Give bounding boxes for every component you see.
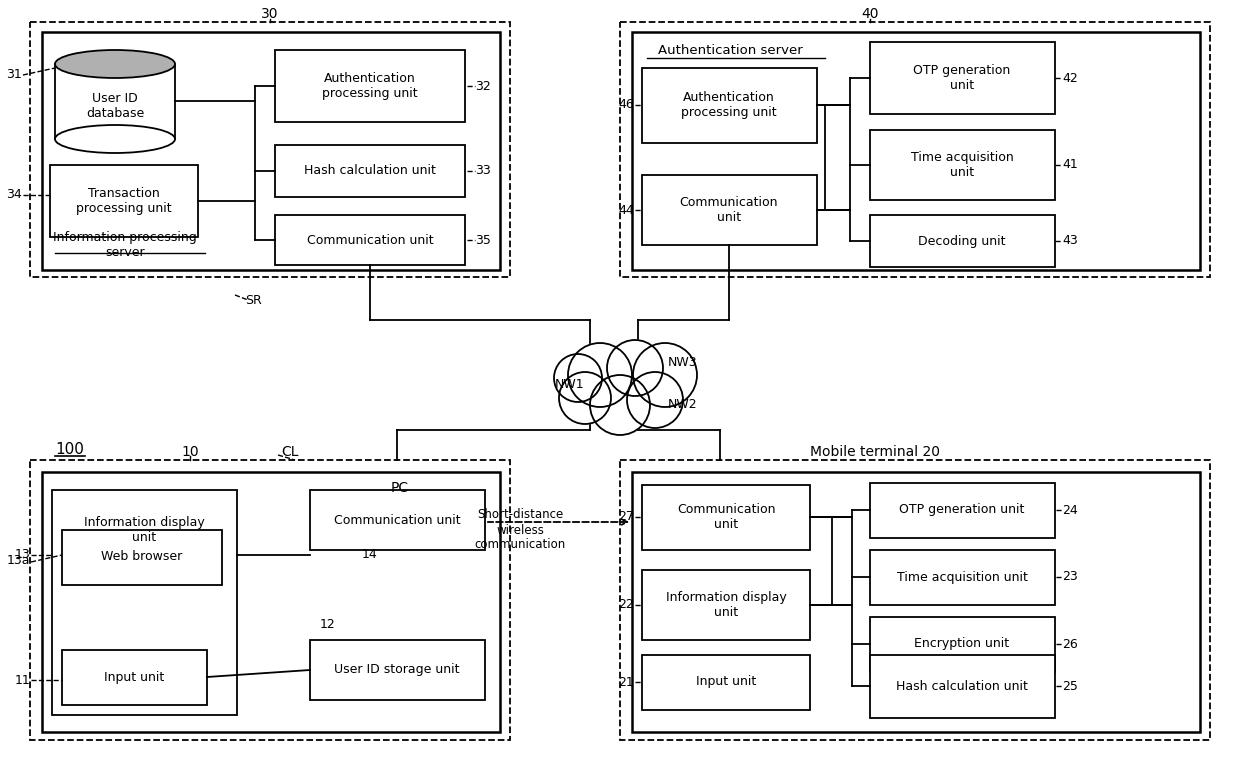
Text: Time acquisition
unit: Time acquisition unit <box>910 151 1013 179</box>
Bar <box>642 655 810 710</box>
Text: OTP generation
unit: OTP generation unit <box>914 64 1011 92</box>
Bar <box>30 460 510 740</box>
Circle shape <box>559 372 611 424</box>
Text: Time acquisition unit: Time acquisition unit <box>897 571 1028 584</box>
Ellipse shape <box>55 50 175 78</box>
Bar <box>632 472 1200 732</box>
Ellipse shape <box>55 125 175 153</box>
Bar <box>870 655 1055 718</box>
Text: 14: 14 <box>362 549 378 562</box>
Text: Hash calculation unit: Hash calculation unit <box>897 680 1028 693</box>
Bar <box>632 32 1200 270</box>
Text: 42: 42 <box>1061 72 1078 84</box>
Bar <box>642 570 810 640</box>
Bar <box>870 617 1055 672</box>
Bar <box>50 165 198 237</box>
Text: Decoding unit: Decoding unit <box>919 234 1006 247</box>
Circle shape <box>608 340 663 396</box>
Text: 43: 43 <box>1061 234 1078 247</box>
Circle shape <box>554 354 601 402</box>
Text: Input unit: Input unit <box>104 670 164 683</box>
Bar <box>42 32 500 270</box>
Text: Web browser: Web browser <box>102 550 182 563</box>
Text: SR: SR <box>246 294 262 307</box>
Text: 22: 22 <box>619 598 634 612</box>
Text: Short-distance
wireless
communication: Short-distance wireless communication <box>475 508 565 552</box>
Bar <box>62 650 207 705</box>
Text: OTP generation unit: OTP generation unit <box>899 504 1024 517</box>
Bar <box>30 22 510 277</box>
Bar <box>275 215 465 265</box>
Bar <box>870 483 1055 538</box>
Circle shape <box>632 343 697 407</box>
Bar <box>870 215 1055 267</box>
Bar <box>642 485 810 550</box>
Text: 13: 13 <box>14 549 30 562</box>
Text: 30: 30 <box>262 7 279 21</box>
Text: Mobile terminal 20: Mobile terminal 20 <box>810 445 940 459</box>
Bar <box>42 472 500 732</box>
Text: NW1: NW1 <box>556 378 584 391</box>
Bar <box>52 490 237 715</box>
Text: 27: 27 <box>618 511 634 524</box>
Circle shape <box>568 343 632 407</box>
Text: Encryption unit: Encryption unit <box>914 638 1009 651</box>
Text: 34: 34 <box>6 189 22 202</box>
Bar <box>870 550 1055 605</box>
Text: 100: 100 <box>55 442 84 457</box>
Bar <box>642 175 817 245</box>
Text: 41: 41 <box>1061 158 1078 171</box>
Text: 32: 32 <box>475 79 491 93</box>
Bar <box>310 640 485 700</box>
Text: NW2: NW2 <box>668 399 698 412</box>
Text: Information display
unit: Information display unit <box>83 516 205 544</box>
Bar <box>310 490 485 550</box>
Text: NW3: NW3 <box>668 355 698 368</box>
Text: Communication
unit: Communication unit <box>677 503 775 531</box>
Text: 26: 26 <box>1061 638 1078 651</box>
Text: 40: 40 <box>862 7 879 21</box>
Text: User ID
database: User ID database <box>86 92 144 120</box>
Text: 12: 12 <box>320 619 336 632</box>
Text: 33: 33 <box>475 164 491 177</box>
Text: Communication
unit: Communication unit <box>680 196 779 224</box>
Text: 23: 23 <box>1061 571 1078 584</box>
Text: 46: 46 <box>619 98 634 112</box>
Bar <box>642 68 817 143</box>
Text: Input unit: Input unit <box>696 676 756 689</box>
Bar <box>870 42 1055 114</box>
Bar <box>275 50 465 122</box>
Text: 44: 44 <box>619 203 634 216</box>
Text: User ID storage unit: User ID storage unit <box>335 664 460 677</box>
Bar <box>275 145 465 197</box>
Bar <box>55 64 175 139</box>
Text: 35: 35 <box>475 234 491 247</box>
Text: 31: 31 <box>6 68 22 81</box>
Text: Authentication server: Authentication server <box>657 43 802 56</box>
Bar <box>62 530 222 585</box>
Bar <box>620 22 1210 277</box>
Text: PC: PC <box>391 481 409 495</box>
Text: 25: 25 <box>1061 680 1078 693</box>
Text: 13a: 13a <box>6 553 30 566</box>
Text: Authentication
processing unit: Authentication processing unit <box>681 91 776 119</box>
Text: CL: CL <box>281 445 299 459</box>
Text: Communication unit: Communication unit <box>334 514 460 527</box>
Text: Authentication
processing unit: Authentication processing unit <box>322 72 418 100</box>
Text: 10: 10 <box>181 445 198 459</box>
Text: Information display
unit: Information display unit <box>666 591 786 619</box>
Bar <box>870 130 1055 200</box>
Text: 21: 21 <box>619 676 634 689</box>
Text: Communication unit: Communication unit <box>306 234 433 247</box>
Bar <box>620 460 1210 740</box>
Text: 11: 11 <box>14 673 30 686</box>
Text: Hash calculation unit: Hash calculation unit <box>304 164 436 177</box>
Circle shape <box>590 375 650 435</box>
Text: Transaction
processing unit: Transaction processing unit <box>76 187 172 215</box>
Text: 24: 24 <box>1061 504 1078 517</box>
Circle shape <box>627 372 683 428</box>
Text: Information processing
server: Information processing server <box>53 231 197 259</box>
